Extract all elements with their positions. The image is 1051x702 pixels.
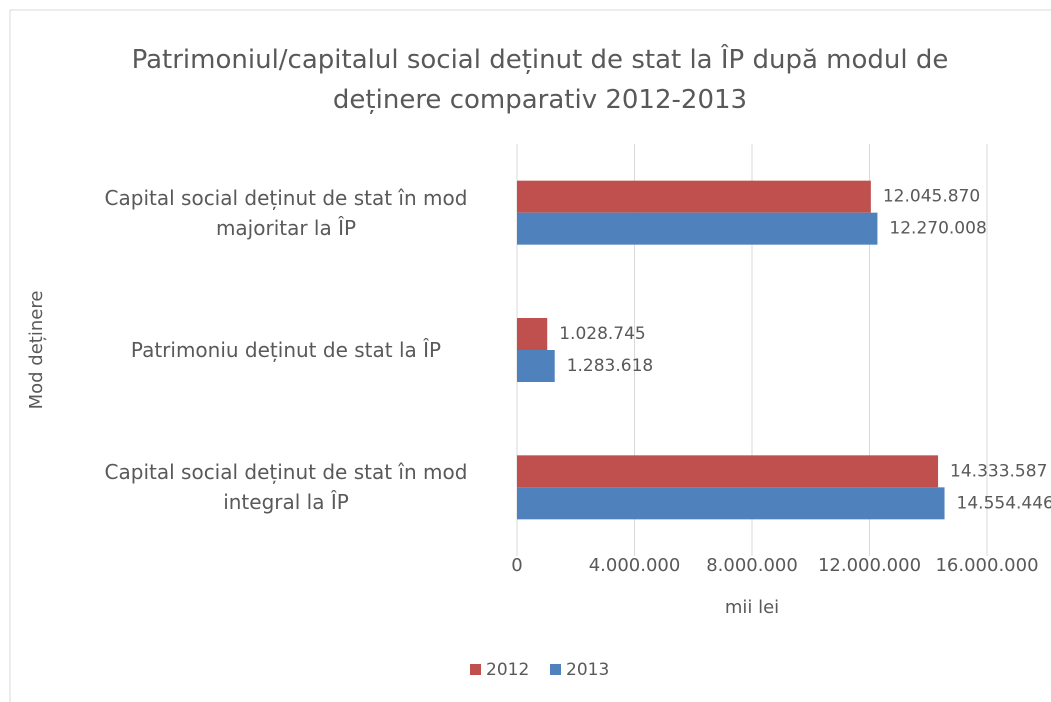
x-tick-label: 16.000.000 xyxy=(935,555,1038,576)
chart-title: Patrimoniul/capitalul social deținut de … xyxy=(131,45,949,115)
legend-label: 2013 xyxy=(566,660,609,680)
x-axis-title: mii lei xyxy=(725,597,779,618)
y-axis-title: Mod deținere xyxy=(26,291,47,410)
bar xyxy=(517,487,945,520)
data-label: 1.028.745 xyxy=(559,324,646,344)
y-tick-label: Capital social deținut de stat în mod in… xyxy=(104,460,468,515)
x-tick-label: 8.000.000 xyxy=(706,555,798,576)
legend-swatch xyxy=(470,664,481,675)
legend-swatch xyxy=(550,664,561,675)
bar xyxy=(517,350,555,382)
data-label: 14.554.446 xyxy=(957,493,1051,513)
x-tick-label: 0 xyxy=(511,555,522,576)
data-label: 12.270.008 xyxy=(889,219,986,239)
data-label: 12.045.870 xyxy=(883,187,980,207)
y-tick-label: Capital social deținut de stat în mod ma… xyxy=(104,185,468,240)
legend-label: 2012 xyxy=(486,660,529,680)
bar xyxy=(517,318,548,350)
y-tick-label: Patrimoniu deținut de stat la ÎP xyxy=(130,338,442,362)
bar xyxy=(517,455,939,488)
bar xyxy=(517,212,878,245)
data-label: 14.333.587 xyxy=(950,461,1047,481)
x-tick-label: 4.000.000 xyxy=(589,555,681,576)
data-label: 1.283.618 xyxy=(567,356,654,376)
x-tick-label: 12.000.000 xyxy=(818,555,921,576)
bar xyxy=(517,180,871,213)
